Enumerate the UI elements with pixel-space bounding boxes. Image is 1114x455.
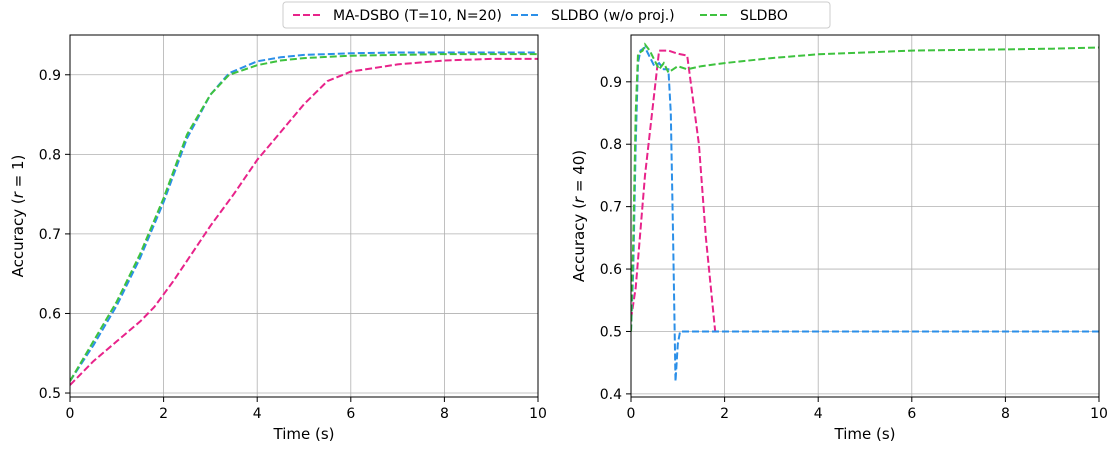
legend-entry: MA-DSBO (T=10, N=20) <box>333 8 502 24</box>
x-tick-label: 10 <box>529 406 547 422</box>
y-tick-label: 0.5 <box>600 324 622 340</box>
x-tick-label: 2 <box>159 406 168 422</box>
x-axis-label: Time (s) <box>834 425 896 443</box>
legend-entry: SLDBO <box>740 8 788 24</box>
series-line-0 <box>70 57 538 386</box>
legend-box <box>282 1 831 29</box>
y-tick-label: 0.9 <box>600 75 622 91</box>
y-tick-label: 0.8 <box>600 137 622 153</box>
y-tick-label: 0.6 <box>39 306 61 322</box>
plot-frame <box>69 34 539 398</box>
plot-right: 0 2 4 6 8 10 0.4 0.5 0.6 0.7 0.8 0.9 Time (s) Accurac… <box>570 34 1108 443</box>
y-tick-label: 0.5 <box>39 386 61 402</box>
x-tick-label: 8 <box>440 406 449 422</box>
x-tick-label: 2 <box>720 406 729 422</box>
plot-frame <box>630 34 1100 398</box>
x-tick-label: 8 <box>1001 406 1010 422</box>
x-tick-label: 0 <box>66 406 75 422</box>
x-tick-label: 4 <box>814 406 823 422</box>
y-tick-label: 0.6 <box>600 262 622 278</box>
y-axis-label: Accuracy (r = 1) <box>9 155 27 278</box>
x-tick-label: 6 <box>907 406 916 422</box>
y-tick-label: 0.8 <box>39 147 61 163</box>
x-tick-label: 0 <box>627 406 636 422</box>
series-line-0 <box>631 49 717 332</box>
legend: MA-DSBO (T=10, N=20) SLDBO (w/o proj.) SLD… <box>282 1 831 29</box>
x-tick-label: 6 <box>346 406 355 422</box>
y-tick-label: 0.9 <box>39 68 61 84</box>
y-tick-label: 0.7 <box>600 200 622 216</box>
y-tick-label: 0.7 <box>39 227 61 243</box>
series-line-1 <box>631 46 1099 382</box>
y-axis-label: Accuracy (r = 40) <box>570 150 588 282</box>
x-axis-label: Time (s) <box>273 425 335 443</box>
legend-entry: SLDBO (w/o proj.) <box>551 8 675 24</box>
x-tick-label: 10 <box>1090 406 1108 422</box>
series-line-1 <box>70 51 538 382</box>
x-tick-label: 4 <box>253 406 262 422</box>
series-line-2 <box>631 42 1099 332</box>
plot-left: 0 2 4 6 8 10 0.5 0.6 0.7 0.8 0.9 Time (s) Accuracy (… <box>9 34 547 443</box>
series-line-2 <box>70 53 538 382</box>
y-tick-label: 0.4 <box>600 387 622 403</box>
